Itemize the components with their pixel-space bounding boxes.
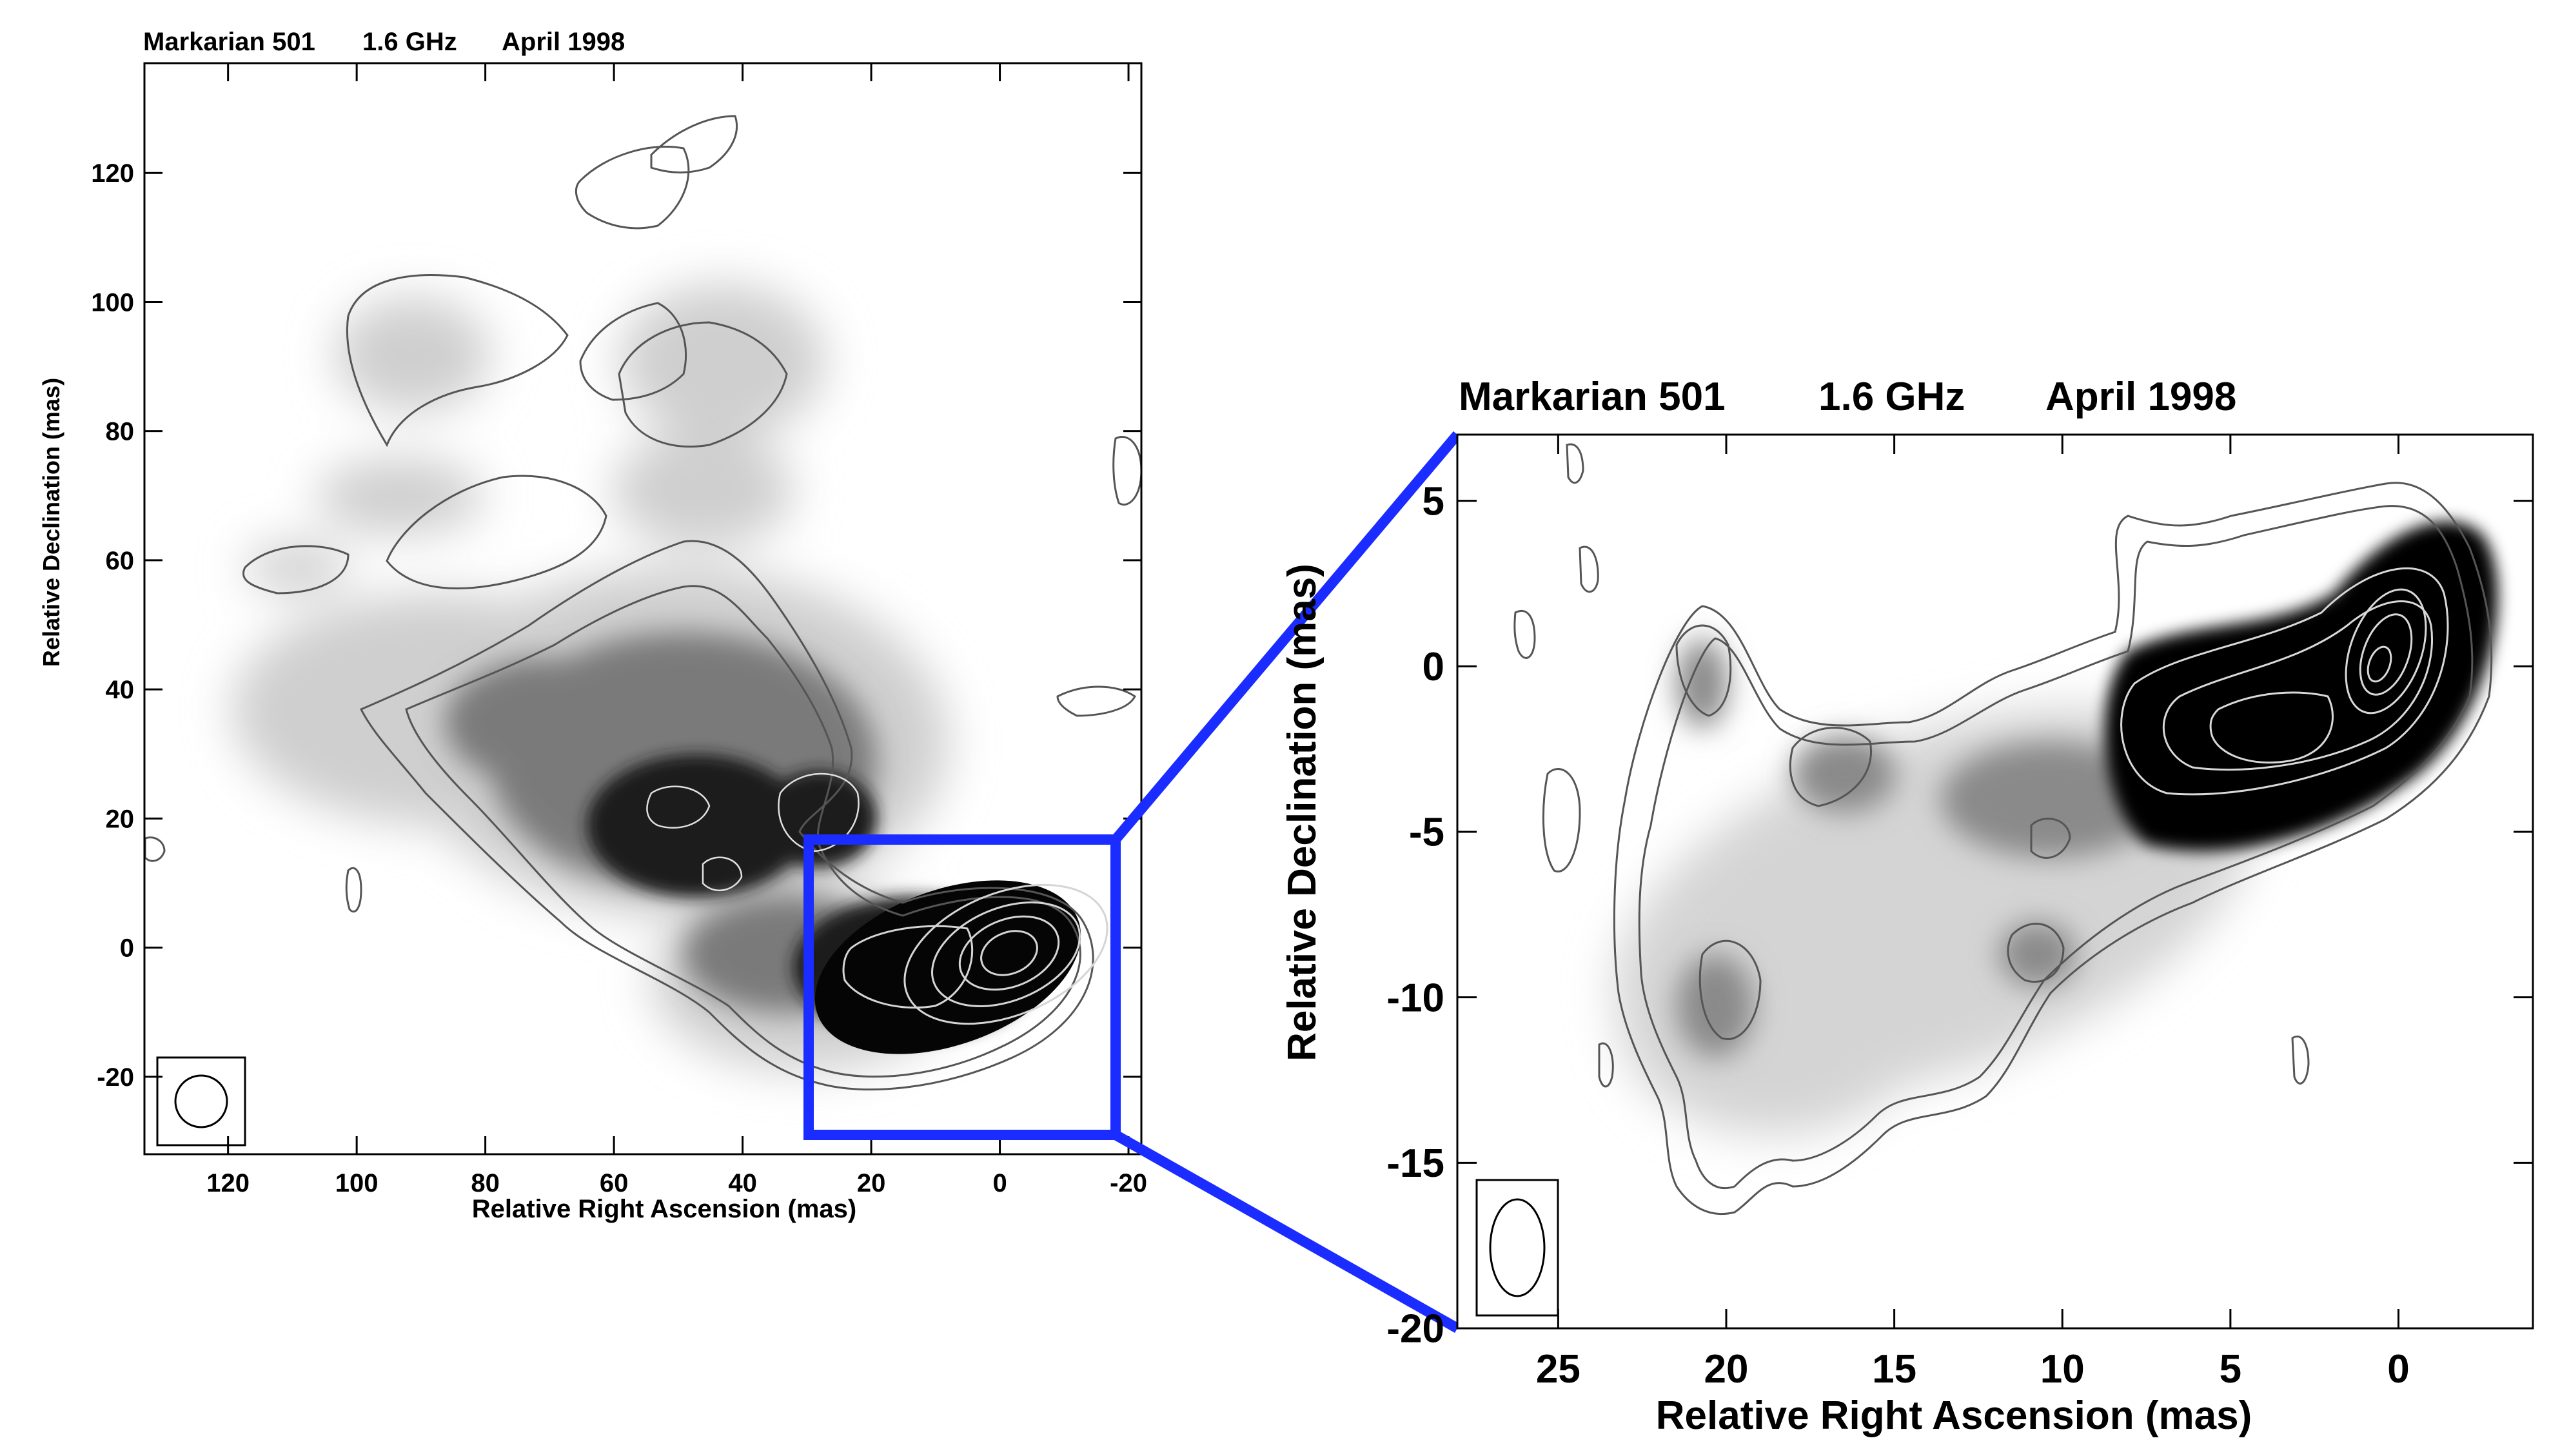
y-tick-label: 100 xyxy=(91,288,134,317)
y-tick-label: -20 xyxy=(1386,1307,1444,1352)
y-tick-label: 0 xyxy=(120,934,134,963)
left-panel: Markarian 501 1.6 GHz April 1998 xyxy=(38,28,1147,1223)
y-tick-label: 20 xyxy=(106,805,135,833)
left-inner-contours xyxy=(646,772,860,892)
y-tick-label: 120 xyxy=(91,159,134,188)
left-y-axis-label: Relative Declination (mas) xyxy=(38,378,64,667)
right-frame xyxy=(1456,433,2534,1330)
x-tick-label: 80 xyxy=(471,1169,500,1197)
x-tick-label: 5 xyxy=(2220,1347,2241,1392)
right-x-axis-label: Relative Right Ascension (mas) xyxy=(1656,1393,2252,1438)
left-title-source: Markarian 501 xyxy=(143,28,315,56)
y-tick-label: -10 xyxy=(1386,976,1444,1020)
x-tick-label: 40 xyxy=(728,1169,757,1197)
y-tick-label: -20 xyxy=(97,1063,134,1092)
right-contours xyxy=(1513,443,2493,1215)
left-radio-image xyxy=(144,63,1141,1154)
right-core-contours xyxy=(2120,567,2449,796)
right-title-date: April 1998 xyxy=(2045,375,2236,419)
zoom-connector-bottom xyxy=(1113,1130,1460,1333)
right-title-frequency: 1.6 GHz xyxy=(1818,375,1965,419)
x-tick-label: 0 xyxy=(2387,1347,2409,1392)
right-radio-image xyxy=(1457,435,2533,1328)
y-tick-label: 40 xyxy=(106,676,135,704)
left-title-date: April 1998 xyxy=(502,28,625,56)
right-y-axis-label: Relative Declination (mas) xyxy=(1280,564,1324,1061)
left-core xyxy=(814,880,1081,1054)
x-tick-label: 0 xyxy=(992,1169,1007,1197)
x-tick-label: 10 xyxy=(2040,1347,2085,1392)
left-title-frequency: 1.6 GHz xyxy=(362,28,457,56)
left-x-axis-label: Relative Right Ascension (mas) xyxy=(472,1195,856,1223)
left-core-contours xyxy=(842,883,1108,1025)
x-tick-label: 60 xyxy=(600,1169,629,1197)
right-axis-ticks: 25 20 15 10 5 0 5 0 -5 -10 -15 -20 xyxy=(1386,435,2533,1392)
y-tick-label: 0 xyxy=(1423,645,1444,689)
right-beam-inset xyxy=(1475,1179,1559,1317)
y-tick-label: 80 xyxy=(106,418,135,446)
right-panel: Markarian 501 1.6 GHz April 1998 xyxy=(1280,375,2534,1438)
zoom-box xyxy=(803,834,1121,1140)
left-contours xyxy=(144,115,1141,1091)
right-mid-emission xyxy=(1677,638,2160,1058)
left-frame xyxy=(143,62,1143,1156)
x-tick-label: 100 xyxy=(335,1169,379,1197)
x-tick-label: 20 xyxy=(1704,1347,1749,1392)
x-tick-label: -20 xyxy=(1110,1169,1147,1197)
left-axis-ticks: 120 100 80 60 40 20 0 -20 120 100 80 60 40 20 0 -20 xyxy=(91,63,1147,1197)
x-tick-label: 20 xyxy=(857,1169,886,1197)
x-tick-label: 25 xyxy=(1536,1347,1580,1392)
y-tick-label: -15 xyxy=(1386,1141,1444,1186)
zoom-connector-top xyxy=(1111,431,1462,843)
y-tick-label: -5 xyxy=(1409,811,1444,855)
x-tick-label: 120 xyxy=(206,1169,250,1197)
right-title-source: Markarian 501 xyxy=(1459,375,1726,419)
left-beam-inset xyxy=(156,1056,246,1146)
y-tick-label: 5 xyxy=(1423,479,1444,524)
y-tick-label: 60 xyxy=(106,547,135,575)
zoom-indicator xyxy=(803,431,1462,1333)
x-tick-label: 15 xyxy=(1872,1347,1916,1392)
